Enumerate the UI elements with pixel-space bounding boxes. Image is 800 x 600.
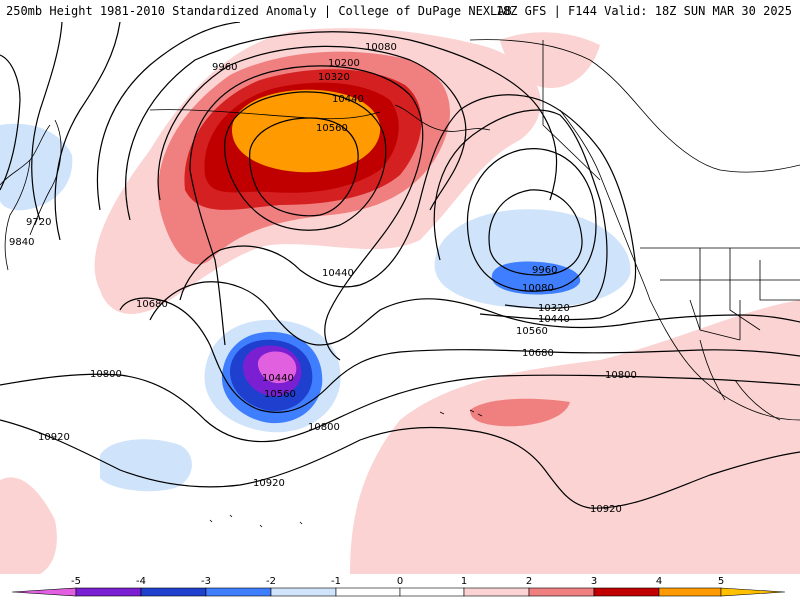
anomaly-pos5 [232, 89, 381, 173]
contour-label-10440-mid: 10440 [322, 268, 354, 279]
colorbar-swatch-neg2 [205, 587, 272, 597]
contour-label-10320: 10320 [318, 72, 350, 83]
anomaly-pos1-southwest [0, 477, 57, 574]
anomaly-pos1-northeast [500, 32, 600, 89]
colorbar-label-5: 5 [718, 576, 724, 587]
contour-label-10560-low: 10560 [264, 389, 296, 400]
anomaly-neg1-south [100, 439, 192, 492]
map-header: 250mb Height 1981-2010 Standardized Anom… [0, 0, 800, 23]
colorbar-label-neg4: -4 [136, 576, 146, 587]
contour-9960 [96, 22, 241, 211]
contour-label-10440-low: 10440 [262, 373, 294, 384]
model-valid-time: 18Z GFS | F144 Valid: 18Z SUN MAR 30 202… [495, 4, 792, 18]
contour-label-10200: 10200 [328, 58, 360, 69]
coast-aleutians [149, 104, 491, 132]
anomaly-neg1-west [0, 123, 73, 211]
contour-label-10800-mid: 10800 [308, 422, 340, 433]
contour-10920 [0, 419, 800, 509]
anomaly-pos1-southeast [350, 300, 800, 574]
contour-9840 [54, 22, 121, 241]
contour-10560-long [149, 281, 800, 346]
coast-alaska [469, 39, 800, 173]
colorbar-swatch-zero-pos [399, 587, 465, 597]
contour-label-10920-west: 10920 [38, 432, 70, 443]
colorbar-swatch-neg3 [140, 587, 207, 597]
contour-label-10920-mid: 10920 [253, 478, 285, 489]
coast-bc [559, 109, 651, 301]
anomaly-map: 10080 10200 9960 10320 10320 10440 10560… [0, 22, 800, 574]
height-contours [0, 22, 800, 509]
contour-west-9600 [0, 54, 21, 191]
anomaly-neg2-gulf [491, 261, 581, 295]
contour-10800 [0, 373, 800, 443]
colorbar-tick-labels: -5 -4 -3 -2 -1 0 1 2 3 4 5 [71, 576, 724, 587]
colorbar-swatch-neg4 [75, 587, 142, 597]
colorbar-label-4: 4 [656, 576, 662, 587]
contour-10680 [119, 297, 800, 413]
contour-10320-gulf [433, 109, 608, 309]
contour-10560-ridge [249, 117, 359, 217]
positive-anomaly-shading [0, 28, 800, 574]
colorbar-swatch-pos1 [463, 587, 530, 597]
contour-10440-long [179, 94, 637, 321]
colorbar-label-3: 3 [591, 576, 597, 587]
contour-label-10080-gulf: 10080 [522, 283, 554, 294]
contour-label-10800-west: 10800 [90, 369, 122, 380]
contour-label-10440-gulf: 10440 [538, 314, 570, 325]
colorbar-swatch-lt-neg5 [11, 587, 77, 597]
map-title: 250mb Height 1981-2010 Standardized Anom… [6, 4, 512, 18]
colorbar-swatches [11, 587, 786, 597]
colorbar-label-neg1: -1 [331, 576, 341, 587]
colorbar-swatch-zero-neg [335, 587, 401, 597]
contour-label-9840: 9840 [9, 237, 34, 248]
coast-baja [699, 339, 781, 421]
colorbar: -5 -4 -3 -2 -1 0 1 2 3 4 5 [0, 574, 800, 600]
contour-label-10680-west: 10680 [136, 299, 168, 310]
border-alaska-canada [542, 40, 601, 181]
colorbar-label-2: 2 [526, 576, 532, 587]
contour-label-9960: 9960 [212, 62, 237, 73]
contour-10080 [125, 31, 558, 221]
contour-label-10080: 10080 [365, 42, 397, 53]
state-borders [660, 248, 800, 341]
contour-label-10440: 10440 [332, 94, 364, 105]
colorbar-swatch-pos3 [593, 587, 660, 597]
contour-label-10560: 10560 [316, 123, 348, 134]
contour-10320-ridge [189, 65, 424, 361]
contour-label-9960-gulf: 9960 [532, 265, 557, 276]
coast-asia-east [0, 124, 51, 271]
contour-10200 [157, 45, 467, 211]
colorbar-label-neg3: -3 [201, 576, 211, 587]
contour-label-10680-gulf: 10680 [522, 348, 554, 359]
contour-labels: 10080 10200 9960 10320 10320 10440 10560… [9, 42, 637, 515]
anomaly-neg5 [257, 351, 297, 384]
colorbar-swatch-pos4 [658, 587, 722, 597]
contour-9720 [31, 22, 63, 221]
colorbar-label-1: 1 [461, 576, 467, 587]
contour-10080-gulf [466, 148, 597, 292]
contour-10440-ridge [224, 91, 387, 231]
colorbar-label-0: 0 [397, 576, 403, 587]
contour-label-9720: 9720 [26, 217, 51, 228]
colorbar-swatch-pos2 [528, 587, 595, 597]
coast-hawaii [439, 409, 483, 417]
coast-west-us [649, 299, 800, 421]
anomaly-pos2-southeast [470, 398, 570, 427]
coast-kamchatka [29, 119, 62, 236]
contour-label-10320-gulf: 10320 [538, 303, 570, 314]
colorbar-label-neg2: -2 [266, 576, 276, 587]
colorbar-swatch-neg1 [270, 587, 337, 597]
coastlines [0, 39, 800, 528]
contour-label-10920-east: 10920 [590, 504, 622, 515]
contour-label-10800-east: 10800 [605, 370, 637, 381]
colorbar-label-neg5: -5 [71, 576, 81, 587]
contour-9960-gulf [488, 189, 583, 276]
colorbar-swatch-gt-pos5 [720, 587, 786, 597]
coast-pacific-islands [209, 514, 303, 528]
contour-label-10560-gulf: 10560 [516, 326, 548, 337]
